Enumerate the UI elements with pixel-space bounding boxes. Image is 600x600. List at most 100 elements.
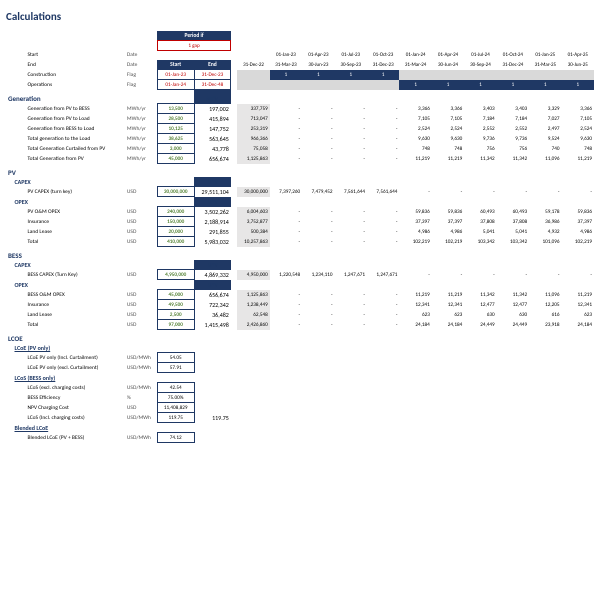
table-row-input[interactable]: 42.54 (157, 383, 194, 393)
construction-start[interactable]: 01-Jan-23 (157, 70, 194, 80)
cell: - (562, 187, 594, 197)
cell (529, 70, 561, 80)
cell: 7,027 (529, 114, 561, 124)
cell: 102,219 (562, 237, 594, 247)
section: LCOE (6, 330, 594, 344)
table-row: BESS CAPEX (Turn Key)USD4,950,0004,869,3… (6, 270, 594, 280)
cell: 1,125,863 (237, 154, 269, 164)
subsection: LCoE (PV only) (12, 343, 594, 353)
table-row-unit: USD (125, 320, 157, 330)
table-row: Generation from PV to LoadMWh/yr28,50041… (6, 114, 594, 124)
ops-start[interactable]: 01-Jan-24 (157, 80, 194, 90)
row-ops-unit: Flag (125, 80, 157, 90)
table-row: Land LeaseUSD2,50036,48262,548----623623… (6, 310, 594, 320)
table-row-input[interactable]: 74.12 (157, 433, 194, 443)
table-row-input[interactable]: 45,000 (157, 290, 194, 300)
table-row: PV O&M OPEXUSD240,0003,502,2626,004,603-… (6, 207, 594, 217)
table-row-input[interactable]: 2,500 (157, 310, 194, 320)
cell: 11,342 (464, 290, 496, 300)
table-row-unit: MWh/yr (125, 154, 157, 164)
cell: - (335, 134, 367, 144)
ops-end[interactable]: 31-Dec-48 (194, 80, 231, 90)
table-row-unit: USD (125, 300, 157, 310)
table-row-input[interactable]: 57.91 (157, 363, 194, 373)
table-row-input[interactable]: 45,000 (157, 154, 194, 164)
table-row-input[interactable]: 240,000 (157, 207, 194, 217)
cell (237, 80, 269, 90)
table-row-label: LCoS (Incl. charging costs) (25, 413, 124, 423)
table-row-input[interactable]: 11,408,829 (157, 403, 194, 413)
table-row-label: Blended LCoE (PV + BESS) (25, 433, 124, 443)
construction-end[interactable]: 31-Dec-23 (194, 70, 231, 80)
cell: - (302, 320, 334, 330)
table-row-npv (194, 393, 231, 403)
cell: 31-Dec-24 (497, 60, 529, 70)
npv-head: NPV (194, 197, 231, 207)
table-row-label: Total (25, 320, 124, 330)
table-row-input[interactable]: 4,950,000 (157, 270, 194, 280)
cell: 11,342 (497, 154, 529, 164)
table-row-input[interactable]: 30,000,000 (157, 187, 194, 197)
table-row-input[interactable]: 97,000 (157, 320, 194, 330)
table-row-input[interactable]: 10,125 (157, 124, 194, 134)
cell: - (367, 237, 399, 247)
table-row: InsuranceUSD49,500722,3421,238,449----12… (6, 300, 594, 310)
cell: - (367, 300, 399, 310)
npv-head: NPV (194, 280, 231, 290)
table-row: LCoS (excl. charging costs)USD/MWh42.54 (6, 383, 594, 393)
period-value[interactable]: 1 gap (157, 41, 231, 51)
table-row-input[interactable]: 410,000 (157, 237, 194, 247)
cell: 1,238,449 (237, 300, 269, 310)
table-row-unit: USD (125, 207, 157, 217)
table-row-input[interactable]: 13,500 (157, 104, 194, 114)
cell: 748 (562, 144, 594, 154)
cell: 60,493 (497, 207, 529, 217)
calc-table: Period if 1 gap Start Date 01-Jan-23 01-… (6, 31, 594, 443)
table-row: Generation from PV to BESSMWh/yr13,50019… (6, 104, 594, 114)
table-row-npv: 197,002 (194, 104, 231, 114)
cell: - (302, 310, 334, 320)
table-row-input[interactable]: 38,625 (157, 134, 194, 144)
cell: 3,403 (464, 104, 496, 114)
table-row: Total generation to the LoadMWh/yr38,625… (6, 134, 594, 144)
table-row-label: Generation from BESS to Load (25, 124, 124, 134)
cell: 966,366 (237, 134, 269, 144)
table-row-input[interactable]: 28,500 (157, 114, 194, 124)
cell: 2,426,860 (237, 320, 269, 330)
table-row-unit: MWh/yr (125, 134, 157, 144)
table-row-npv: 147,752 (194, 124, 231, 134)
cell: 740 (529, 144, 561, 154)
cell: 102,219 (432, 237, 464, 247)
table-row-input[interactable]: 150,000 (157, 217, 194, 227)
table-row-npv (194, 353, 231, 363)
page-title: Calculations (6, 10, 594, 23)
cell: 102,219 (399, 237, 431, 247)
end-col-head: End (194, 60, 231, 70)
table-row-input[interactable]: 54.05 (157, 353, 194, 363)
cell: 12,341 (562, 300, 594, 310)
cell: 630 (497, 310, 529, 320)
table-row-npv: 291,855 (194, 227, 231, 237)
cell: 3,752,877 (237, 217, 269, 227)
table-row-input[interactable]: 49,500 (157, 300, 194, 310)
cell: 30-Jun-25 (562, 60, 594, 70)
table-row-input[interactable]: 20,000 (157, 227, 194, 237)
cell: - (270, 144, 302, 154)
table-row-npv: 3,502,262 (194, 207, 231, 217)
table-row-input[interactable]: 119.75 (157, 413, 194, 423)
table-row-unit: USD (125, 227, 157, 237)
cell: - (464, 270, 496, 280)
cell: 9,630 (432, 134, 464, 144)
cell: 2,524 (562, 124, 594, 134)
section: BESS (6, 247, 594, 261)
cell: 36,986 (529, 217, 561, 227)
table-row-input[interactable]: 75.00% (157, 393, 194, 403)
cell: 1,247,671 (335, 270, 367, 280)
cell: - (270, 114, 302, 124)
cell: - (270, 207, 302, 217)
cell: - (562, 270, 594, 280)
table-row-unit: MWh/yr (125, 114, 157, 124)
table-row-unit: USD/MWh (125, 353, 157, 363)
table-row-input[interactable]: 3,000 (157, 144, 194, 154)
table-row-unit: MWh/yr (125, 144, 157, 154)
